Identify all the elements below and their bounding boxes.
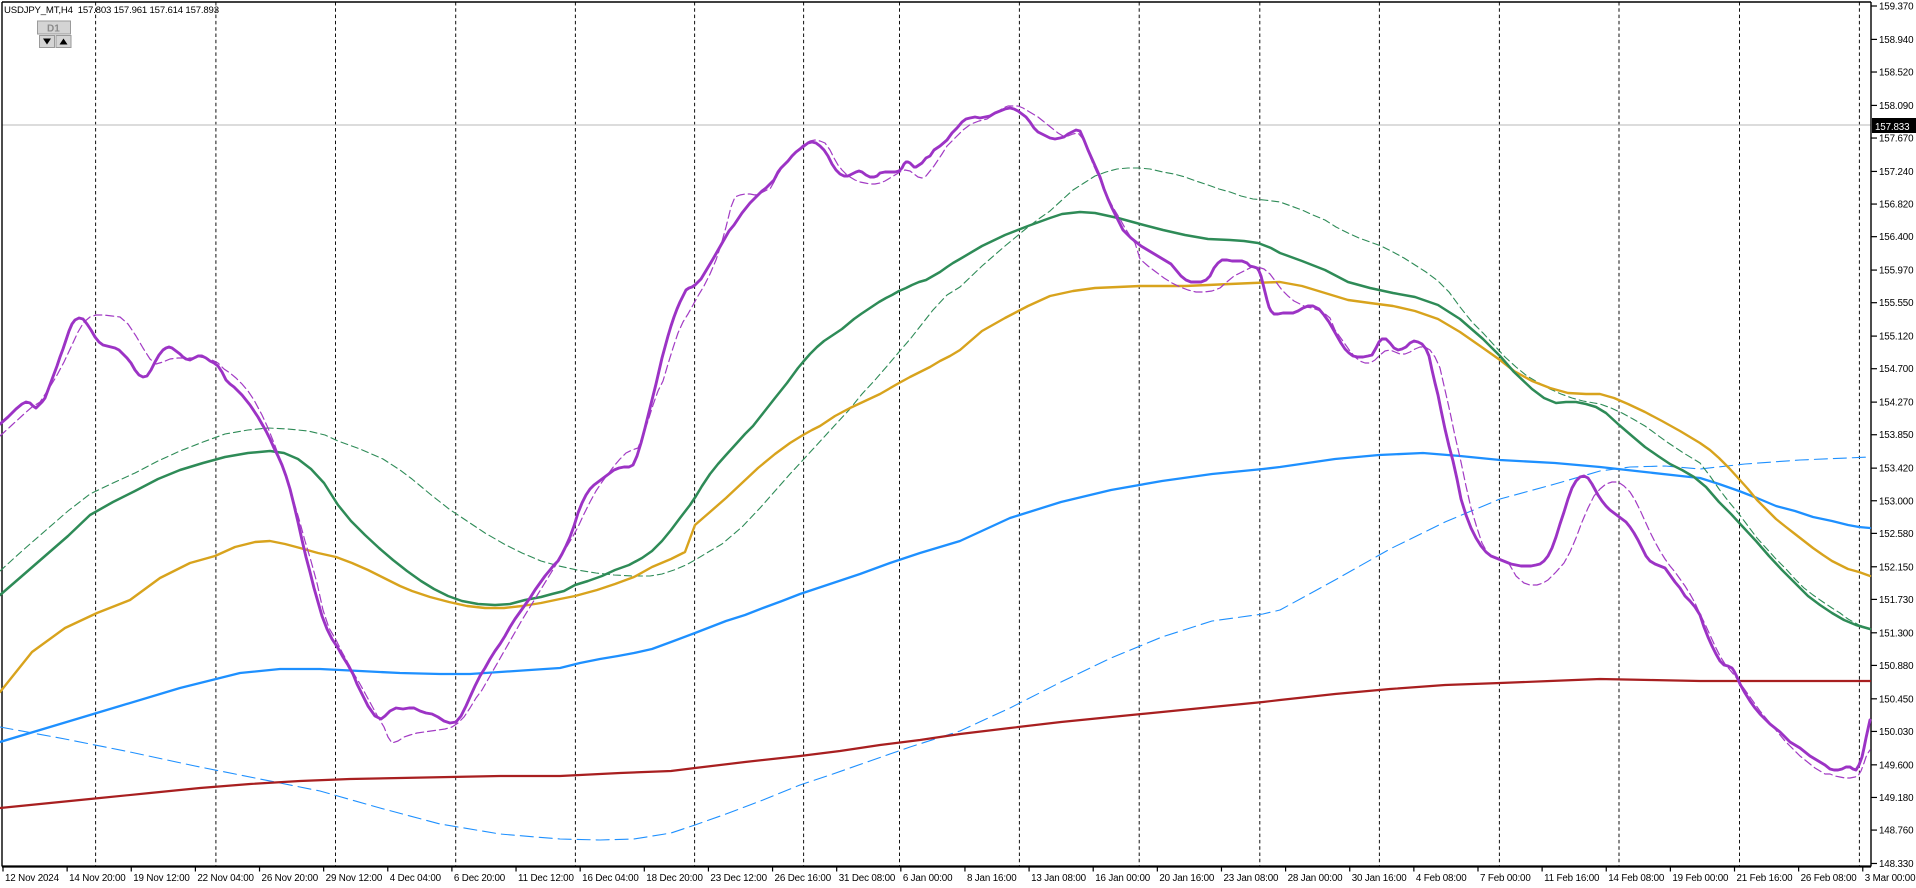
svg-text:153.000: 153.000 xyxy=(1879,496,1914,507)
svg-text:149.600: 149.600 xyxy=(1879,760,1914,771)
svg-text:31 Dec 08:00: 31 Dec 08:00 xyxy=(839,873,896,884)
svg-text:155.120: 155.120 xyxy=(1879,332,1914,343)
svg-text:14 Nov 20:00: 14 Nov 20:00 xyxy=(69,873,126,884)
svg-text:26 Nov 20:00: 26 Nov 20:00 xyxy=(262,873,319,884)
svg-text:26 Dec 16:00: 26 Dec 16:00 xyxy=(775,873,832,884)
svg-text:16 Dec 04:00: 16 Dec 04:00 xyxy=(582,873,639,884)
svg-text:4 Dec 04:00: 4 Dec 04:00 xyxy=(390,873,442,884)
svg-text:21 Feb 16:00: 21 Feb 16:00 xyxy=(1737,873,1794,884)
svg-text:23 Jan 08:00: 23 Jan 08:00 xyxy=(1223,873,1279,884)
svg-text:155.550: 155.550 xyxy=(1879,298,1914,309)
svg-text:16 Jan 00:00: 16 Jan 00:00 xyxy=(1095,873,1151,884)
svg-text:157.240: 157.240 xyxy=(1879,167,1914,178)
svg-text:152.150: 152.150 xyxy=(1879,562,1914,573)
svg-text:148.330: 148.330 xyxy=(1879,859,1914,870)
svg-text:153.420: 153.420 xyxy=(1879,464,1914,475)
svg-text:8 Jan 16:00: 8 Jan 16:00 xyxy=(967,873,1017,884)
svg-text:4 Feb 08:00: 4 Feb 08:00 xyxy=(1416,873,1467,884)
svg-text:23 Dec 12:00: 23 Dec 12:00 xyxy=(710,873,767,884)
svg-text:22 Nov 04:00: 22 Nov 04:00 xyxy=(197,873,254,884)
svg-text:152.580: 152.580 xyxy=(1879,529,1914,540)
svg-text:150.030: 150.030 xyxy=(1879,727,1914,738)
svg-text:158.520: 158.520 xyxy=(1879,68,1914,79)
svg-text:28 Jan 00:00: 28 Jan 00:00 xyxy=(1288,873,1344,884)
svg-text:29 Nov 12:00: 29 Nov 12:00 xyxy=(326,873,383,884)
svg-text:14 Feb 08:00: 14 Feb 08:00 xyxy=(1608,873,1665,884)
svg-text:6 Dec 20:00: 6 Dec 20:00 xyxy=(454,873,506,884)
svg-text:156.820: 156.820 xyxy=(1879,200,1914,211)
svg-text:20 Jan 16:00: 20 Jan 16:00 xyxy=(1159,873,1215,884)
svg-text:158.090: 158.090 xyxy=(1879,101,1914,112)
svg-text:154.270: 154.270 xyxy=(1879,398,1914,409)
svg-text:155.970: 155.970 xyxy=(1879,266,1914,277)
svg-text:157.670: 157.670 xyxy=(1879,134,1914,145)
svg-text:13 Jan 08:00: 13 Jan 08:00 xyxy=(1031,873,1087,884)
svg-text:11 Dec 12:00: 11 Dec 12:00 xyxy=(518,873,574,884)
svg-text:148.760: 148.760 xyxy=(1879,826,1914,837)
svg-text:151.730: 151.730 xyxy=(1879,595,1914,606)
svg-text:153.850: 153.850 xyxy=(1879,430,1914,441)
svg-text:150.880: 150.880 xyxy=(1879,661,1914,672)
svg-text:150.450: 150.450 xyxy=(1879,694,1914,705)
svg-text:154.700: 154.700 xyxy=(1879,364,1914,375)
svg-text:159.370: 159.370 xyxy=(1879,2,1914,13)
svg-text:151.300: 151.300 xyxy=(1879,628,1914,639)
svg-text:26 Feb 08:00: 26 Feb 08:00 xyxy=(1801,873,1858,884)
svg-text:7 Feb 00:00: 7 Feb 00:00 xyxy=(1480,873,1531,884)
svg-text:18 Dec 20:00: 18 Dec 20:00 xyxy=(646,873,703,884)
svg-text:156.400: 156.400 xyxy=(1879,232,1914,243)
svg-text:6 Jan 00:00: 6 Jan 00:00 xyxy=(903,873,953,884)
svg-text:149.180: 149.180 xyxy=(1879,793,1914,804)
svg-text:11 Feb 16:00: 11 Feb 16:00 xyxy=(1544,873,1600,884)
svg-text:12 Nov 2024: 12 Nov 2024 xyxy=(5,873,60,884)
svg-text:19 Feb 00:00: 19 Feb 00:00 xyxy=(1672,873,1729,884)
svg-text:19 Nov 12:00: 19 Nov 12:00 xyxy=(133,873,190,884)
svg-text:USDJPY_MT,H4 157.803 157.961: USDJPY_MT,H4 157.803 157.961 157.614 157… xyxy=(4,5,219,16)
svg-text:D1: D1 xyxy=(47,24,60,35)
svg-text:158.940: 158.940 xyxy=(1879,35,1914,46)
svg-text:157.833: 157.833 xyxy=(1875,122,1910,133)
svg-text:30 Jan 16:00: 30 Jan 16:00 xyxy=(1352,873,1408,884)
svg-text:3 Mar 00:00: 3 Mar 00:00 xyxy=(1865,873,1916,884)
